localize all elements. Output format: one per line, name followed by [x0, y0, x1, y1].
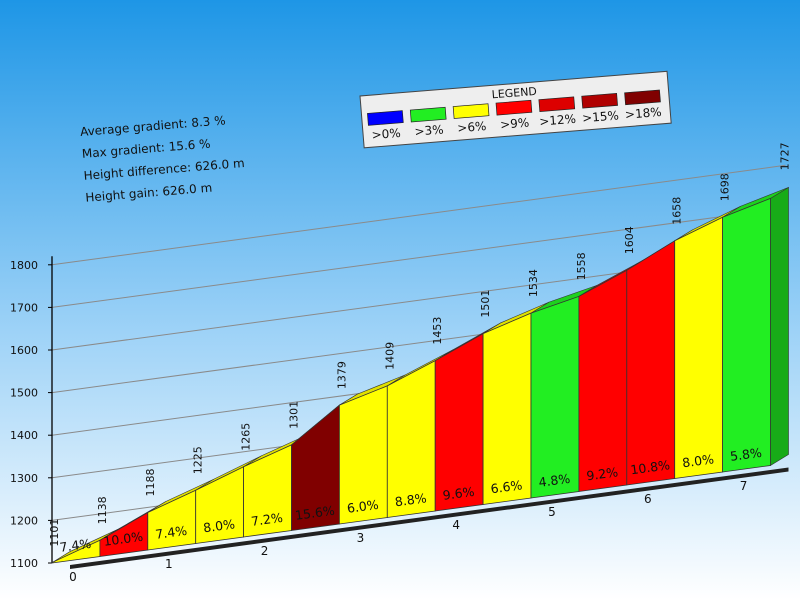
- x-tick-label: 1: [165, 557, 173, 571]
- grid-line: [51, 207, 786, 308]
- x-tick-label: 7: [740, 479, 748, 493]
- y-tick-label: 1500: [10, 387, 38, 400]
- x-tick-label: 6: [644, 492, 652, 506]
- legend-item-label: >15%: [582, 108, 620, 125]
- profile-segments: 7.4% 10.0% 7.4% 8.0% 7.2% 15.6% 6.0% 8.8% 9.6% 6.…: [48, 142, 792, 564]
- segment-gradient-label: 7.2%: [250, 510, 284, 529]
- altitude-label: 1138: [96, 496, 109, 524]
- x-tick-label: 5: [548, 505, 556, 519]
- legend-item-label: >0%: [371, 126, 401, 142]
- altitude-label: 1453: [431, 317, 444, 345]
- segment-side-face: [770, 186, 789, 467]
- y-tick-label: 1700: [10, 301, 38, 314]
- x-axis-baseline: [70, 467, 789, 569]
- y-tick-label: 1800: [10, 259, 38, 272]
- segment-gradient-label: 10.0%: [103, 529, 144, 549]
- segment-bar: [626, 240, 676, 486]
- x-tick-label: 0: [69, 570, 77, 584]
- altitude-label: 1658: [671, 197, 684, 225]
- grid-line: [51, 164, 786, 266]
- y-tick-label: 1600: [10, 344, 38, 357]
- segment-gradient-label: 8.0%: [202, 516, 236, 535]
- altitude-label: 1225: [192, 446, 205, 474]
- legend-swatch: [538, 96, 576, 113]
- x-tick-label: 2: [261, 544, 269, 558]
- segment-bar: [674, 216, 723, 479]
- segment-gradient-label: 10.8%: [629, 457, 670, 477]
- legend: LEGEND >0% >3% >6% >9% >12% >15% >18%: [359, 70, 672, 149]
- altitude-label: 1501: [479, 290, 492, 318]
- legend-swatch: [367, 110, 404, 126]
- altitude-label: 1379: [335, 361, 348, 389]
- legend-title: LEGEND: [491, 85, 537, 102]
- y-tick-label: 1400: [10, 429, 38, 442]
- segment-gradient-label: 7.4%: [154, 523, 188, 542]
- segment-gradient-label: 5.8%: [729, 445, 763, 464]
- y-axis: 1100 1200 1300 1400 1500 1600 1700 1800: [10, 256, 53, 570]
- segment-bar: [482, 312, 532, 505]
- segment-gradient-label: 9.6%: [442, 484, 476, 503]
- legend-item-label: >3%: [414, 122, 444, 138]
- legend-swatch: [581, 93, 618, 109]
- x-axis: 0 1 2 3 4 5 6 7: [69, 467, 789, 584]
- segment-gradient-label: 15.6%: [294, 503, 335, 523]
- altitude-label: 1604: [623, 226, 636, 254]
- x-tick-label: 4: [452, 518, 460, 532]
- x-tick-label: 3: [357, 531, 365, 545]
- segment-bar: [434, 332, 484, 512]
- y-tick-label: 1100: [10, 557, 38, 570]
- segment-bar: [530, 295, 580, 499]
- segment-bar: [722, 197, 771, 473]
- segment-bar: [578, 269, 628, 492]
- legend-item-label: >6%: [457, 119, 487, 135]
- altitude-label: 1101: [48, 519, 61, 547]
- legend-item-label: >18%: [624, 105, 662, 122]
- legend-box: LEGEND >0% >3% >6% >9% >12% >15% >18%: [359, 70, 672, 149]
- legend-swatch: [452, 103, 490, 119]
- segment-gradient-label: 8.8%: [394, 490, 428, 509]
- segment-gradient-label: 6.0%: [346, 497, 380, 516]
- altitude-label: 1301: [288, 401, 301, 429]
- altitude-label: 1558: [575, 252, 588, 280]
- altitude-label: 1409: [383, 342, 396, 370]
- altitude-label: 1727: [779, 142, 792, 170]
- legend-swatch: [495, 99, 533, 116]
- altitude-label: 1698: [719, 173, 732, 201]
- legend-swatch: [409, 106, 447, 123]
- altitude-label: 1265: [240, 423, 253, 451]
- altitude-label: 1188: [144, 469, 157, 497]
- segment-gradient-label: 8.0%: [681, 451, 715, 470]
- segment-gradient-label: 6.6%: [490, 477, 524, 496]
- legend-item-label: >12%: [539, 112, 577, 129]
- y-tick-label: 1300: [10, 472, 38, 485]
- legend-swatch: [624, 89, 661, 106]
- segment-gradient-label: 4.8%: [538, 471, 572, 490]
- segment-gradient-label: 9.2%: [586, 464, 620, 483]
- altitude-label: 1534: [527, 269, 540, 297]
- segment-gradient-label: 7.4%: [59, 536, 93, 555]
- legend-item-label: >9%: [500, 116, 530, 132]
- y-tick-label: 1200: [10, 514, 38, 527]
